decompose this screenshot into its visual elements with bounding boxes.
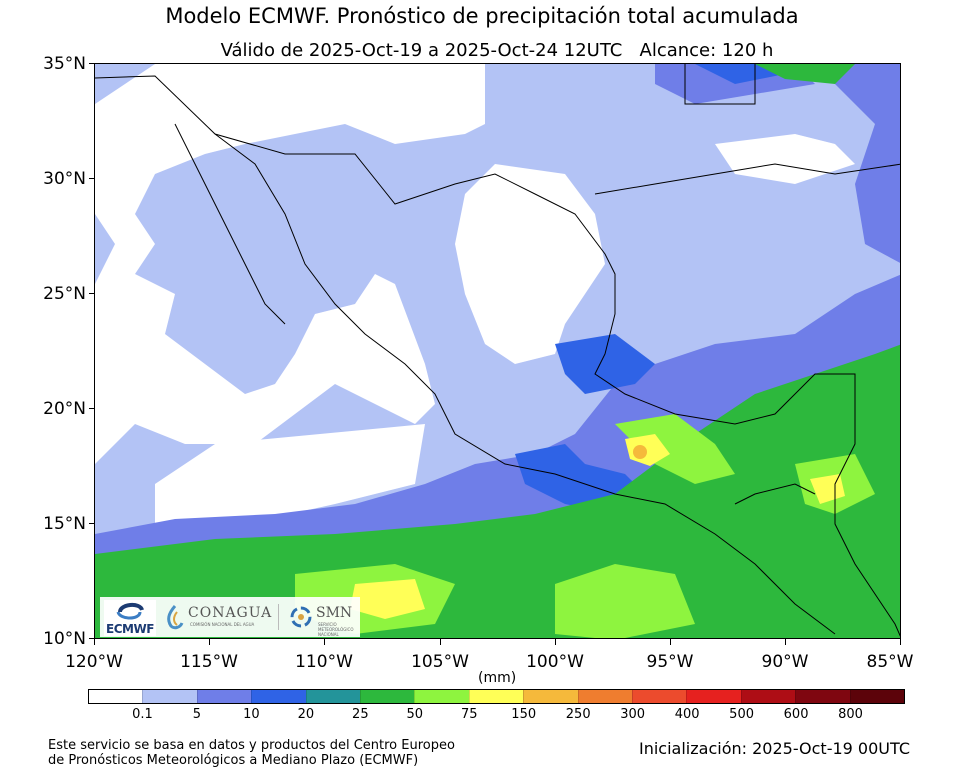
colorbar-segment xyxy=(251,690,306,703)
lat-tick-label: 25°N xyxy=(43,284,86,304)
lon-tick-mark xyxy=(900,639,901,645)
lon-tick-label: 100°W xyxy=(526,652,584,672)
source-line-2: de Pronósticos Meteorológicos a Mediano … xyxy=(48,753,419,768)
dry-area-northwest xyxy=(95,64,485,464)
colorbar xyxy=(88,689,905,704)
lon-tick-label: 120°W xyxy=(65,652,123,672)
lon-tick-mark xyxy=(785,639,786,645)
colorbar-segment xyxy=(740,690,796,703)
lat-tick-label: 20°N xyxy=(43,399,86,419)
intense-rain-veracruz xyxy=(615,414,735,484)
heavy-rain-north xyxy=(695,64,785,84)
colorbar-segment xyxy=(795,690,850,703)
colorbar-level-label: 10 xyxy=(243,707,260,722)
colorbar-level-label: 150 xyxy=(511,707,537,722)
lat-tick-mark xyxy=(89,293,94,294)
colorbar-level-label: 50 xyxy=(406,707,424,722)
extreme-rain-pacific xyxy=(350,579,425,619)
initialization-time: Inicialización: 2025-Oct-19 00UTC xyxy=(639,739,910,758)
smn-spiral-icon xyxy=(290,606,312,628)
lat-tick-mark xyxy=(89,63,94,64)
lon-tick-mark xyxy=(324,639,325,645)
dry-area-pacific xyxy=(155,424,425,524)
lat-tick-mark xyxy=(89,178,94,179)
map-subtitle: Válido de 2025-Oct-19 a 2025-Oct-24 12UT… xyxy=(220,40,774,61)
colorbar-level-label: 500 xyxy=(729,707,755,722)
conagua-logo-text: CONAGUA xyxy=(188,605,273,621)
moderate-rain-east xyxy=(815,64,900,263)
lon-tick-mark xyxy=(555,639,556,645)
country-borders xyxy=(95,64,900,637)
map-title: Modelo ECMWF. Pronóstico de precipitació… xyxy=(165,4,799,28)
colorbar-level-label: 0.1 xyxy=(132,707,153,722)
lat-tick-label: 30°N xyxy=(43,169,86,189)
colorbar-level-label: 300 xyxy=(620,707,646,722)
colorbar-segment xyxy=(849,690,905,703)
colorbar-level-label: 600 xyxy=(783,707,809,722)
dry-area-central-mexico xyxy=(455,164,605,364)
lat-tick-mark xyxy=(89,408,94,409)
precipitation-field xyxy=(95,64,900,638)
ecmwf-swirl-icon xyxy=(116,603,144,620)
colorbar-level-label: 20 xyxy=(297,707,315,722)
conagua-logo-subtitle: COMISIÓN NACIONAL DEL AGUA xyxy=(190,622,255,627)
lon-tick-label: 105°W xyxy=(411,652,469,672)
lon-tick-mark xyxy=(670,639,671,645)
lon-tick-label: 90°W xyxy=(761,652,809,672)
lat-tick-mark xyxy=(89,523,94,524)
lon-tick-mark xyxy=(209,639,210,645)
lat-tick-label: 35°N xyxy=(43,54,86,74)
colorbar-segment xyxy=(523,690,578,703)
ecmwf-logo xyxy=(104,600,156,636)
ecmwf-logo-text: ECMWF xyxy=(106,622,154,636)
colorbar-units: (mm) xyxy=(478,670,517,686)
lon-tick-label: 110°W xyxy=(295,652,353,672)
colorbar-level-label: 800 xyxy=(838,707,863,722)
colorbar-segment xyxy=(414,690,469,703)
colorbar-segment xyxy=(142,690,197,703)
source-line-1: Este servicio se basa en datos y product… xyxy=(48,738,455,753)
colorbar-segment xyxy=(686,690,741,703)
logo-divider xyxy=(278,604,279,630)
source-attribution: Este servicio se basa en datos y product… xyxy=(48,738,455,768)
very-heavy-rain-south xyxy=(95,344,900,638)
intense-rain-pacific-east xyxy=(555,564,695,638)
lon-tick-label: 95°W xyxy=(646,652,694,672)
lon-tick-mark xyxy=(440,639,441,645)
smn-logo-subtitle: SERVICIO METEOROLÓGICO NACIONAL xyxy=(318,622,354,637)
colorbar-segment xyxy=(360,690,415,703)
colorbar-level-label: 5 xyxy=(192,707,202,722)
peak-rain-veracruz xyxy=(633,445,647,459)
extreme-rain-veracruz xyxy=(625,434,670,466)
colorbar-segment xyxy=(577,690,633,703)
conagua-drop-icon xyxy=(167,605,184,630)
lat-tick-label: 15°N xyxy=(43,514,86,534)
lat-tick-mark xyxy=(89,638,94,639)
colorbar-segment xyxy=(196,690,252,703)
very-heavy-rain-north xyxy=(755,64,855,84)
colorbar-segment xyxy=(632,690,687,703)
lon-tick-mark xyxy=(94,639,95,645)
colorbar-level-label: 400 xyxy=(674,707,700,722)
colorbar-segment xyxy=(89,690,143,703)
precipitation-map xyxy=(94,63,901,639)
lon-tick-label: 115°W xyxy=(180,652,238,672)
smn-logo-text: SMN xyxy=(316,605,353,621)
heavy-rain-gulf xyxy=(555,334,655,394)
lon-tick-label: 85°W xyxy=(866,652,914,672)
colorbar-level-label: 75 xyxy=(460,707,478,722)
colorbar-level-label: 25 xyxy=(352,707,369,722)
colorbar-segment xyxy=(468,690,524,703)
colorbar-level-label: 250 xyxy=(565,707,591,722)
colorbar-segment xyxy=(305,690,361,703)
lat-tick-label: 10°N xyxy=(43,629,86,649)
